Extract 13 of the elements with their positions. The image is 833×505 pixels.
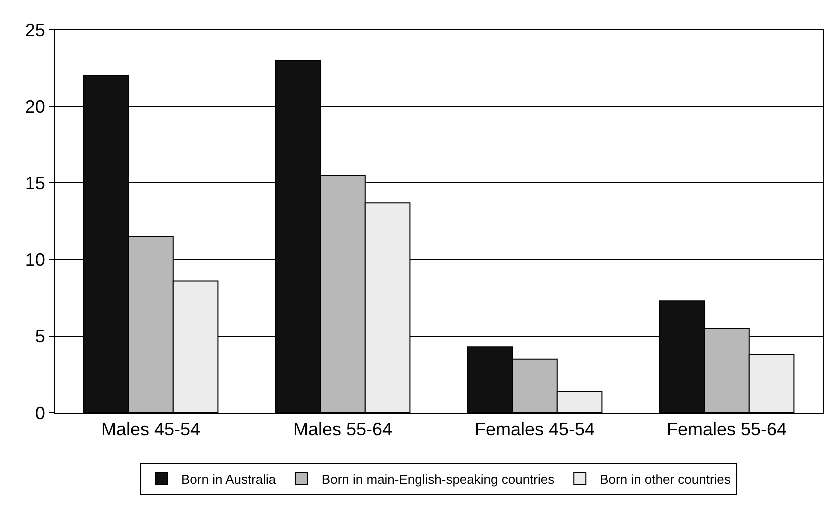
y-tick-label: 5	[35, 326, 46, 347]
y-tick-label: 25	[25, 20, 46, 40]
legend-label: Born in other countries	[600, 472, 732, 487]
x-tick-label: Males 45-54	[101, 420, 201, 440]
y-tick-label: 20	[25, 96, 46, 117]
x-tick-label: Females 45-54	[474, 420, 596, 440]
x-tick-label: Males 55-64	[293, 420, 393, 440]
legend-label: Born in main-English-speaking countries	[322, 472, 556, 487]
legend-label: Born in Australia	[182, 472, 277, 487]
y-tick-label: 10	[25, 250, 46, 270]
x-tick-label: Females 55-64	[666, 420, 788, 440]
y-tick-label: 15	[25, 174, 46, 194]
y-tick-label: 0	[35, 403, 46, 424]
